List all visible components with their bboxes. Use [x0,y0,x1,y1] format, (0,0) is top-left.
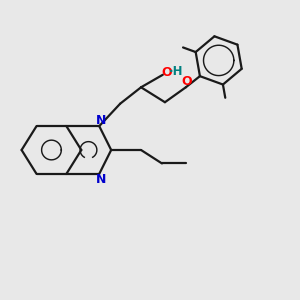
Text: N: N [96,114,106,127]
Text: O: O [161,66,172,79]
Text: ·H: ·H [169,65,184,78]
Text: N: N [96,173,106,186]
Text: O: O [181,75,192,88]
